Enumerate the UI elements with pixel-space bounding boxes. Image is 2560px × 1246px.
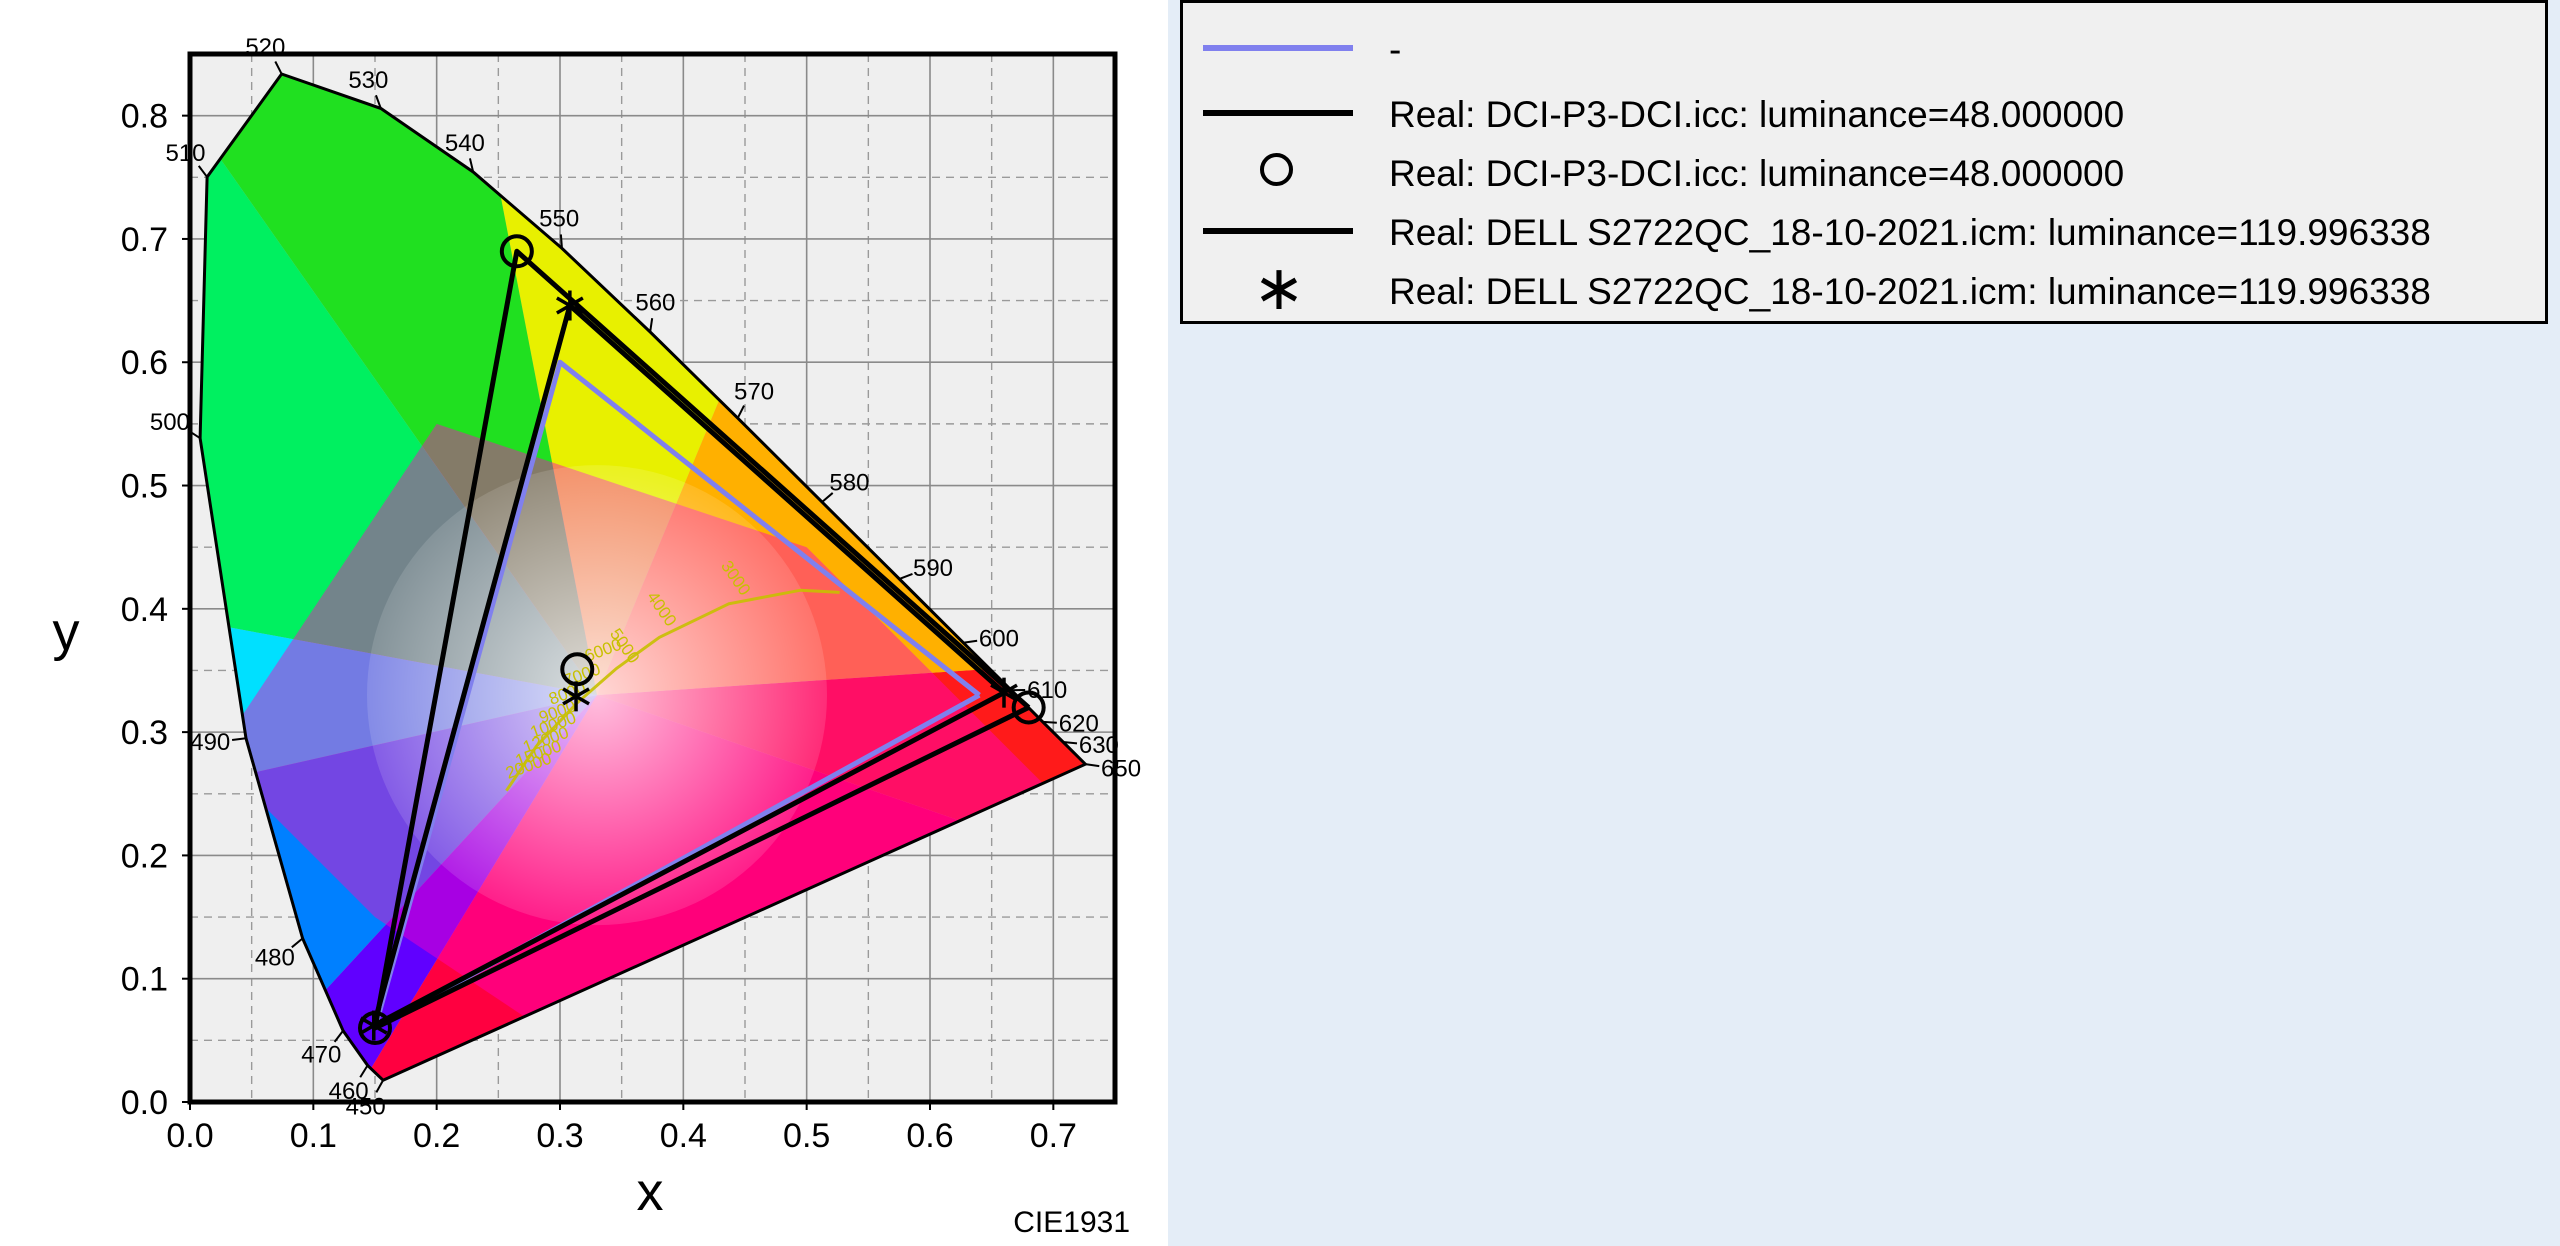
wavelength-label: 620 bbox=[1059, 711, 1099, 738]
wavelength-tick bbox=[1085, 763, 1100, 768]
asterisk-marker bbox=[562, 681, 590, 712]
cie-chart: 2000015000120001000090008000700060005000… bbox=[53, 34, 1142, 1239]
y-tick-label: 0.4 bbox=[121, 591, 168, 629]
planckian-locus bbox=[505, 588, 840, 792]
legend-entry: - bbox=[1183, 20, 2545, 76]
wavelength-tick bbox=[963, 639, 978, 644]
legend-label: - bbox=[1389, 29, 1402, 70]
y-tick-label: 0.7 bbox=[121, 221, 168, 259]
wavelength-label: 490 bbox=[190, 729, 230, 756]
wavelength-tick bbox=[468, 158, 475, 173]
legend-swatch-circle bbox=[1203, 144, 1353, 200]
wavelength-tick bbox=[1062, 740, 1078, 745]
wavelength-label: 470 bbox=[301, 1042, 341, 1069]
legend-entry: Real: DCI-P3-DCI.icc: luminance=48.00000… bbox=[1183, 85, 2545, 141]
wavelength-label: 550 bbox=[539, 206, 579, 233]
wavelength-tick bbox=[197, 165, 208, 178]
circle-marker bbox=[499, 234, 534, 269]
wavelength-tick bbox=[333, 1030, 344, 1043]
asterisk-marker bbox=[556, 290, 584, 321]
wavelength-tick bbox=[559, 234, 563, 249]
legend-swatch-line bbox=[1203, 85, 1353, 141]
y-tick-label: 0.2 bbox=[121, 837, 168, 875]
legend-entry: ∗ Real: DELL S2722QC_18-10-2021.icm: lum… bbox=[1183, 251, 2545, 324]
reference-gamut-line bbox=[372, 359, 981, 1031]
legend-swatch-line bbox=[1203, 20, 1353, 76]
wavelength-label: 460 bbox=[329, 1078, 369, 1105]
y-tick-label: 0.0 bbox=[121, 1084, 168, 1122]
x-tick-label: 0.0 bbox=[166, 1117, 213, 1155]
wavelength-label: 580 bbox=[829, 470, 869, 497]
legend-label: Real: DCI-P3-DCI.icc: luminance=48.00000… bbox=[1389, 94, 2125, 135]
legend-swatch-asterisk: ∗ bbox=[1253, 251, 1305, 324]
chart-panel: 20000 15000 12000 10000 9000 8000 7000 6000 5000… bbox=[0, 0, 1168, 1246]
x-tick-label: 0.4 bbox=[660, 1117, 707, 1155]
cie-footer-label: CIE1931 bbox=[1013, 1206, 1130, 1239]
wavelength-label: 540 bbox=[445, 130, 485, 157]
wavelength-label: 450 bbox=[346, 1093, 386, 1120]
wavelength-tick bbox=[274, 61, 283, 75]
x-tick-label: 0.2 bbox=[413, 1117, 460, 1155]
plot-frame bbox=[187, 51, 1118, 1105]
legend-label: Real: DELL S2722QC_18-10-2021.icm: lumin… bbox=[1389, 271, 2431, 312]
wavelength-tick bbox=[649, 318, 654, 333]
legend-label: Real: DCI-P3-DCI.icc: luminance=48.00000… bbox=[1389, 153, 2125, 194]
asterisk-marker bbox=[990, 677, 1018, 708]
circle-marker bbox=[1011, 690, 1046, 725]
wavelength-tick bbox=[359, 1064, 369, 1078]
wavelength-tick bbox=[291, 937, 304, 949]
wavelength-tick bbox=[375, 94, 382, 109]
wavelength-label: 650 bbox=[1101, 755, 1141, 782]
legend: - Real: DCI-P3-DCI.icc: luminance=48.000… bbox=[1180, 0, 2548, 324]
y-axis-label: y bbox=[53, 602, 80, 662]
y-tick-label: 0.1 bbox=[121, 961, 168, 999]
legend-label: Real: DELL S2722QC_18-10-2021.icm: lumin… bbox=[1389, 212, 2431, 253]
y-tick-label: 0.8 bbox=[121, 98, 168, 136]
wavelength-tick bbox=[375, 1079, 385, 1093]
wavelength-label: 600 bbox=[979, 625, 1019, 652]
legend-swatch-line bbox=[1203, 203, 1353, 259]
wavelength-tick bbox=[736, 405, 745, 419]
wavelength-label: 590 bbox=[913, 555, 953, 582]
y-tick-label: 0.6 bbox=[121, 344, 168, 382]
legend-entry: Real: DCI-P3-DCI.icc: luminance=48.00000… bbox=[1183, 144, 2545, 200]
wavelength-tick bbox=[187, 429, 201, 440]
wavelength-tick bbox=[899, 573, 913, 580]
wavelength-label: 570 bbox=[734, 378, 774, 405]
wavelength-label: 480 bbox=[255, 944, 295, 971]
wavelength-tick bbox=[231, 737, 247, 741]
wavelength-label: 610 bbox=[1027, 677, 1067, 704]
asterisk-marker bbox=[359, 1010, 388, 1041]
wavelength-label: 530 bbox=[348, 67, 388, 94]
gamut-triangle-line bbox=[371, 303, 1006, 1029]
wavelength-label: 510 bbox=[165, 140, 205, 167]
y-tick-label: 0.5 bbox=[121, 468, 168, 506]
wavelength-tick bbox=[1042, 720, 1057, 724]
x-tick-label: 0.5 bbox=[783, 1117, 830, 1155]
legend-entry: Real: DELL S2722QC_18-10-2021.icm: lumin… bbox=[1183, 203, 2545, 259]
wavelength-label: 560 bbox=[635, 289, 675, 316]
wavelength-label: 500 bbox=[150, 409, 190, 436]
wavelength-tick bbox=[821, 492, 834, 503]
gamut-triangle-line bbox=[372, 248, 1031, 1031]
x-tick-label: 0.1 bbox=[290, 1117, 337, 1155]
wavelength-label: 520 bbox=[245, 34, 285, 61]
wavelength-label: 630 bbox=[1079, 732, 1119, 759]
x-tick-label: 0.7 bbox=[1030, 1117, 1077, 1155]
y-tick-label: 0.3 bbox=[121, 714, 168, 752]
x-tick-label: 0.6 bbox=[906, 1117, 953, 1155]
x-tick-label: 0.3 bbox=[536, 1117, 583, 1155]
x-axis-label: x bbox=[637, 1162, 664, 1222]
